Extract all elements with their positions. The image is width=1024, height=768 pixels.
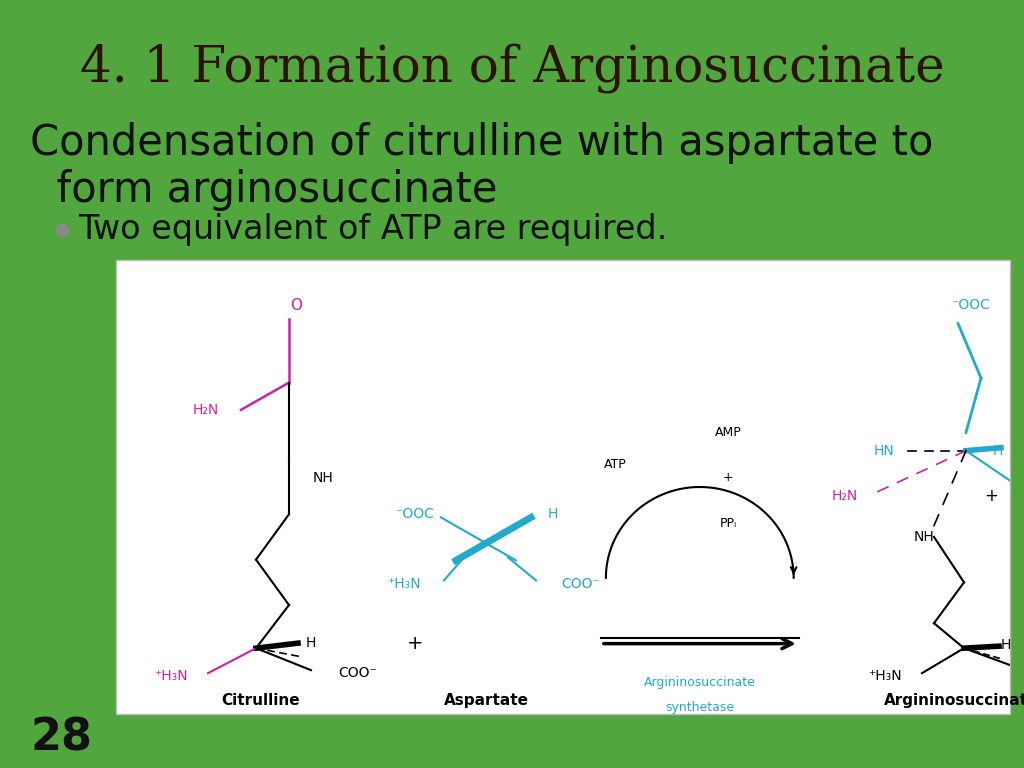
- Text: Argininosuccinate: Argininosuccinate: [644, 676, 756, 689]
- Text: H₂N: H₂N: [831, 489, 858, 503]
- Text: Two equivalent of ATP are required.: Two equivalent of ATP are required.: [78, 214, 668, 247]
- Text: +: +: [408, 634, 424, 653]
- Text: NH: NH: [913, 530, 934, 544]
- Text: +: +: [723, 472, 734, 485]
- Text: ⁻OOC: ⁻OOC: [395, 508, 434, 521]
- Text: AMP: AMP: [715, 426, 741, 439]
- Text: ⁺H₃N: ⁺H₃N: [387, 578, 421, 591]
- Text: ⁻OOC: ⁻OOC: [951, 299, 990, 313]
- Text: Argininosuccinate: Argininosuccinate: [884, 693, 1024, 708]
- Text: ⁺H₃N: ⁺H₃N: [155, 669, 188, 684]
- Text: H: H: [306, 636, 316, 650]
- Text: Condensation of citrulline with aspartate to: Condensation of citrulline with aspartat…: [30, 122, 933, 164]
- Text: synthetase: synthetase: [666, 700, 734, 713]
- Text: HN: HN: [873, 444, 894, 458]
- Text: Aspartate: Aspartate: [443, 693, 528, 708]
- Text: H: H: [1000, 638, 1011, 652]
- Text: H₂N: H₂N: [193, 403, 219, 417]
- Text: ⁺H₃N: ⁺H₃N: [868, 669, 902, 684]
- Text: H: H: [548, 508, 558, 521]
- Text: PPᵢ: PPᵢ: [720, 517, 737, 530]
- Text: O: O: [290, 298, 302, 313]
- Text: COO⁻: COO⁻: [561, 578, 600, 591]
- Text: form arginosuccinate: form arginosuccinate: [30, 169, 498, 211]
- Text: COO⁻: COO⁻: [338, 666, 377, 680]
- Bar: [116, 260, 1010, 714]
- Text: 4. 1 Formation of Arginosuccinate: 4. 1 Formation of Arginosuccinate: [80, 43, 944, 93]
- Text: +: +: [984, 487, 998, 505]
- Text: 28: 28: [30, 717, 92, 760]
- Text: H: H: [993, 444, 1004, 458]
- Text: ATP: ATP: [603, 458, 627, 471]
- Text: NH: NH: [313, 471, 334, 485]
- Text: Citrulline: Citrulline: [221, 693, 300, 708]
